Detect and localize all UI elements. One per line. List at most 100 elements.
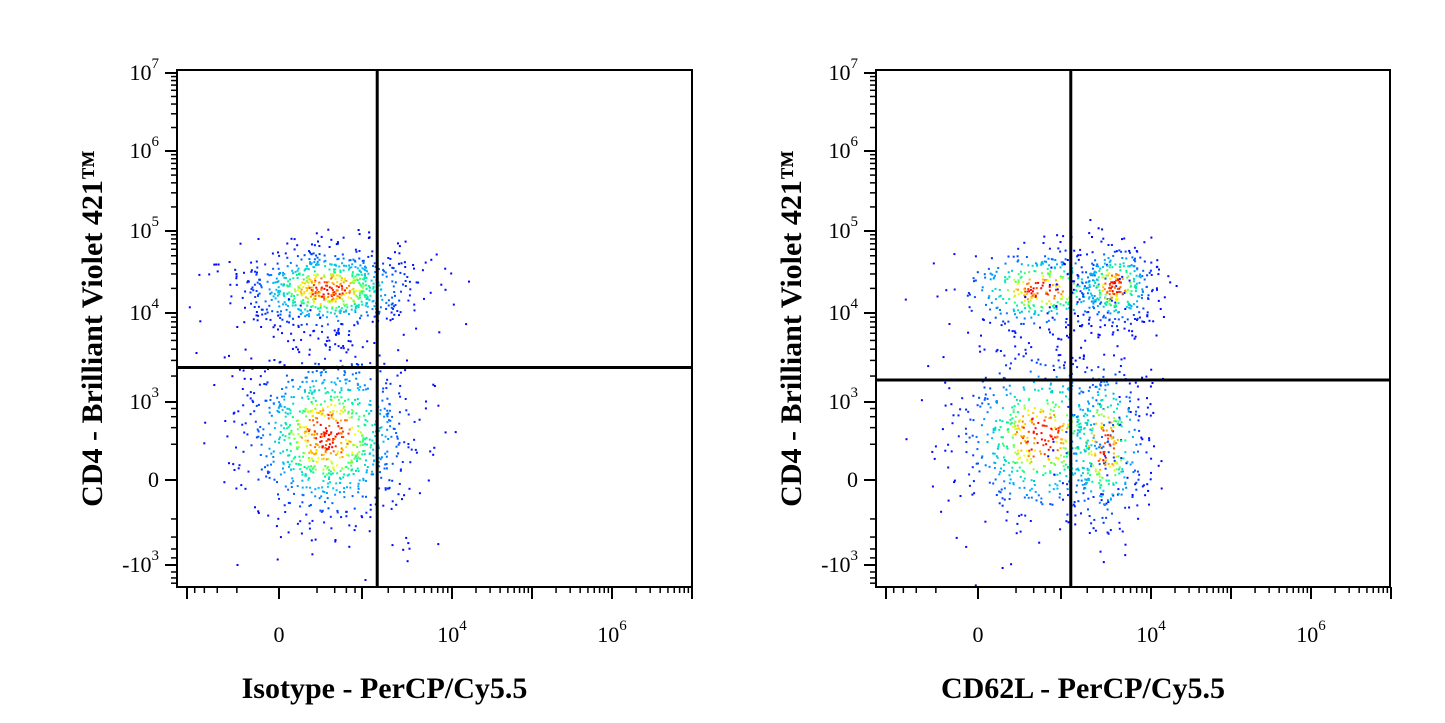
event-dot: [1060, 297, 1063, 300]
event-dot: [338, 310, 341, 313]
event-dot: [314, 295, 317, 297]
event-dot: [337, 345, 340, 348]
event-dot: [399, 468, 402, 471]
event-dot: [276, 294, 279, 297]
event-dot: [1122, 262, 1125, 265]
event-dot: [1073, 452, 1075, 455]
event-dot: [385, 463, 388, 465]
event-dot: [289, 424, 291, 427]
event-dot: [1118, 266, 1121, 268]
event-dot: [1116, 287, 1119, 290]
event-dot: [307, 284, 310, 287]
event-dot: [370, 473, 373, 476]
event-dot: [307, 297, 309, 300]
event-dot: [1013, 310, 1016, 313]
event-dot: [391, 266, 394, 269]
event-dot: [1064, 439, 1067, 442]
event-dot: [399, 395, 402, 398]
event-dot: [1041, 424, 1044, 427]
event-dot: [336, 295, 339, 298]
event-dot: [350, 464, 353, 467]
event-dot: [1017, 281, 1020, 284]
event-dot: [328, 346, 331, 349]
event-dot: [1108, 421, 1111, 424]
event-dot: [290, 468, 292, 471]
event-dot: [993, 276, 996, 279]
event-dot: [1017, 402, 1020, 405]
event-dot: [292, 457, 295, 460]
event-dot: [1067, 336, 1070, 339]
event-dot: [1033, 293, 1036, 296]
event-dot: [1035, 499, 1038, 502]
event-dot: [1040, 501, 1043, 504]
event-dot: [334, 445, 337, 448]
event-dot: [1014, 420, 1017, 423]
event-dot: [1110, 281, 1113, 284]
event-dot: [349, 461, 352, 464]
event-dot: [359, 317, 361, 320]
event-dot: [324, 371, 327, 373]
event-dot: [327, 228, 330, 231]
event-dot: [1043, 235, 1046, 238]
event-dot: [332, 417, 335, 420]
event-dot: [1005, 394, 1008, 397]
event-dot: [1077, 500, 1080, 503]
event-dot: [317, 282, 320, 285]
event-dot: [1052, 401, 1054, 404]
event-dot: [332, 275, 335, 278]
event-dot: [310, 491, 313, 494]
event-dot: [1109, 277, 1112, 280]
event-dot: [1050, 382, 1052, 385]
event-dot: [355, 469, 357, 472]
event-dot: [1088, 515, 1091, 517]
event-dot: [390, 507, 393, 510]
event-dot: [277, 251, 279, 254]
event-dot: [1035, 415, 1038, 418]
event-dot: [370, 410, 373, 412]
event-dot: [363, 384, 366, 387]
event-dot: [325, 458, 328, 461]
event-dot: [286, 407, 289, 410]
event-dot: [1123, 327, 1126, 330]
event-dot: [384, 452, 387, 455]
event-dot: [306, 304, 309, 307]
event-dot: [281, 318, 284, 321]
event-dot: [1065, 475, 1068, 478]
event-dot: [357, 491, 360, 494]
event-dot: [1063, 455, 1065, 458]
event-dot: [1093, 270, 1096, 273]
event-dot: [310, 539, 313, 542]
event-dot: [407, 299, 410, 302]
event-dot: [435, 253, 438, 256]
event-dot: [1120, 470, 1123, 473]
event-dot: [1106, 311, 1109, 314]
event-dot: [1093, 434, 1096, 437]
event-dot: [1122, 488, 1124, 491]
event-dot: [1095, 422, 1098, 425]
event-dot: [311, 391, 314, 394]
event-dot: [302, 494, 305, 497]
event-dot: [1029, 307, 1032, 310]
event-dot: [308, 477, 311, 480]
event-dot: [299, 284, 302, 287]
event-dot: [337, 319, 340, 322]
event-dot: [334, 435, 337, 438]
event-dot: [1084, 339, 1087, 342]
event-dot: [328, 268, 331, 271]
event-dot: [1017, 427, 1020, 430]
event-dot: [195, 352, 198, 354]
event-dot: [1114, 303, 1117, 306]
event-dot: [1097, 333, 1100, 336]
event-dot: [377, 461, 380, 464]
event-dot: [468, 280, 470, 283]
event-dot: [324, 357, 326, 360]
event-dot: [1007, 320, 1010, 323]
event-dot: [324, 343, 327, 346]
event-dot: [286, 412, 289, 415]
event-dot: [198, 273, 201, 276]
event-dot: [1082, 391, 1085, 394]
event-dot: [352, 282, 355, 284]
event-dot: [364, 418, 367, 421]
event-dot: [1133, 280, 1135, 283]
event-dot: [357, 418, 360, 421]
